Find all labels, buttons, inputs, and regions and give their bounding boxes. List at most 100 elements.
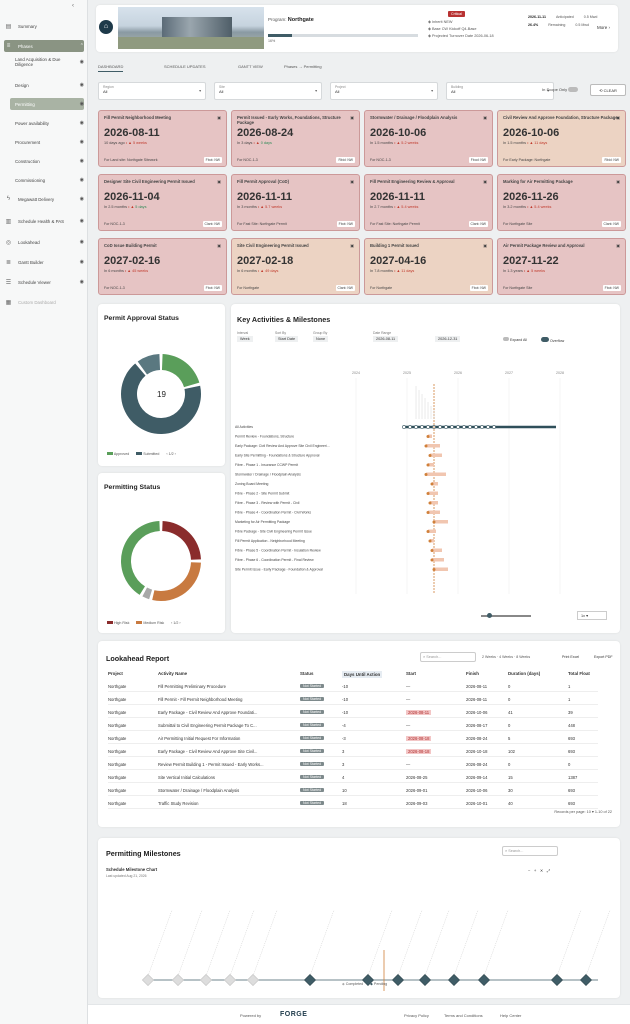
sidebar-item-label: Land Acquisition & Due Diligence: [15, 57, 61, 67]
collapse-sidebar-icon[interactable]: ‹: [72, 3, 74, 9]
table-row[interactable]: Northgate Early Package - Civil Review An…: [108, 707, 598, 718]
table-row[interactable]: Northgate Air Permitting Initial Request …: [108, 733, 598, 744]
tab-dashboard[interactable]: DASHBOARD: [98, 62, 124, 72]
table-row[interactable]: Northgate Submittal to Civil Engineering …: [108, 720, 598, 731]
control-sort-by[interactable]: Sort By Start Date: [275, 331, 299, 342]
sidebar-item-12[interactable]: ≣ Gantt Builder ◉: [4, 256, 84, 268]
sidebar-item-5[interactable]: Power availability ◉: [10, 117, 84, 129]
control-group-by[interactable]: Group By None: [313, 331, 329, 342]
filter-site[interactable]: Site All ▾: [214, 82, 322, 100]
eye-icon[interactable]: ◉: [79, 101, 84, 107]
eye-icon[interactable]: ◉: [79, 120, 84, 126]
sidebar-item-0[interactable]: ▤ Summary: [4, 20, 84, 32]
privacy-link[interactable]: Privacy Policy: [404, 1013, 429, 1018]
zoom-slider[interactable]: [481, 613, 531, 618]
export-pdf-button[interactable]: Export PDF: [594, 655, 613, 659]
sidebar-item-7[interactable]: Construction ◉: [10, 155, 84, 167]
chevron-down-icon: ▾: [199, 89, 201, 93]
table-cell: Not Started: [300, 775, 325, 779]
column-header-5[interactable]: Finish: [466, 671, 479, 676]
sidebar-item-8[interactable]: Commissioning ◉: [10, 174, 84, 186]
sidebar-item-3[interactable]: Design ◉: [10, 79, 84, 91]
table-cell: Air Permitting Initial Request For Infor…: [158, 736, 241, 741]
milestone-card[interactable]: Civil Review And Approve Foundation, Str…: [497, 110, 626, 167]
home-icon[interactable]: ⌂: [99, 20, 113, 34]
sidebar-item-13[interactable]: ☰ Schedule Viewer ◉: [4, 276, 84, 288]
eye-icon[interactable]: ◉: [79, 218, 84, 224]
milestone-card[interactable]: Stormwater / Drainage / Floodplain Analy…: [364, 110, 493, 167]
milestone-card[interactable]: Air Permit Package Review and Approval ▣ 2…: [497, 238, 626, 295]
expand-all-toggle[interactable]: Expand All: [503, 337, 527, 342]
milestone-card[interactable]: Fill Permit Engineering Review & Approva…: [364, 174, 493, 231]
table-row[interactable]: Northgate Traffic Study Revision Not Start…: [108, 798, 598, 809]
zoom-controls[interactable]: − + ✕ ⤢: [528, 868, 551, 873]
tab-schedule-updates[interactable]: SCHEDULE UPDATES: [164, 64, 206, 69]
column-header-3[interactable]: Days Until Action: [342, 671, 383, 678]
more-button[interactable]: More ›: [596, 25, 610, 30]
clear-button[interactable]: ⟲ CLEAR: [590, 84, 626, 96]
sidebar-item-14[interactable]: ▦ Custom Dashboard: [4, 296, 84, 308]
eye-icon[interactable]: ◉: [79, 279, 84, 285]
date-to[interactable]: 2026-12-31: [435, 336, 461, 342]
milestone-card[interactable]: CoD Issue Building Permit ▣ 2027-02-16 In 6…: [98, 238, 227, 295]
help-link[interactable]: Help Center: [500, 1013, 522, 1018]
milestone-card[interactable]: Fill Permit Approval (CoD) ▣ 2026-11-11 In …: [231, 174, 360, 231]
table-row[interactable]: Northgate Early Package - Civil Review An…: [108, 746, 598, 757]
eye-icon[interactable]: ◉: [79, 177, 84, 183]
eye-icon[interactable]: ◉: [79, 239, 84, 245]
legend-pending[interactable]: ◆ Pending: [370, 982, 388, 986]
eye-icon[interactable]: ◉: [79, 59, 84, 65]
milestone-card[interactable]: Permit Issued - Early Works, Foundations…: [231, 110, 360, 167]
eye-icon[interactable]: ◉: [79, 82, 84, 88]
sidebar-item-6[interactable]: Procurement ◉: [10, 136, 84, 148]
filter-project[interactable]: Project All ▾: [330, 82, 438, 100]
tab-gantt-view[interactable]: GANTT VIEW: [238, 64, 263, 69]
milestone-card[interactable]: Building 1 Permit Issued ▣ 2027-04-16 In 7.…: [364, 238, 493, 295]
in-scope-toggle[interactable]: In Scope Only: [542, 87, 579, 93]
sidebar-item-2[interactable]: Land Acquisition & Due Diligence ◉: [10, 56, 84, 68]
column-header-4[interactable]: Start: [406, 671, 417, 676]
zoom-select[interactable]: 1x ▾: [577, 611, 607, 620]
lookahead-range-chips[interactable]: 2 Weeks · 4 Weeks · 8 Weeks: [482, 655, 531, 659]
control-date-range[interactable]: Date Range 2026-08-11: [373, 331, 399, 342]
eye-icon[interactable]: ◉: [79, 196, 84, 202]
sidebar-item-4[interactable]: Permitting ◉: [10, 98, 84, 110]
table-row[interactable]: Northgate Stormwater / Drainage / Floodpl…: [108, 785, 598, 796]
legend-completed[interactable]: ◆ Completed: [342, 982, 364, 986]
column-header-6[interactable]: Duration (days): [508, 671, 541, 676]
lookahead-search-input[interactable]: ⌕ Search...: [420, 652, 476, 662]
sidebar-item-11[interactable]: ◎ Lookahead ◉: [4, 236, 84, 248]
milestone-card[interactable]: Designer Site Civil Engineering Permit I…: [98, 174, 227, 231]
legend-submitted[interactable]: Submitted: [136, 452, 159, 456]
lookahead-pager[interactable]: Records per page: 10 ▾ 1-10 of 22: [554, 810, 612, 814]
eye-icon[interactable]: ◉: [79, 259, 84, 265]
sidebar-item-10[interactable]: ▥ Schedule Health & PAS ◉: [4, 215, 84, 227]
filter-region[interactable]: Region All ▾: [98, 82, 206, 100]
print-excel-button[interactable]: Print Excel: [562, 655, 580, 659]
milestone-card[interactable]: Site Civil Engineering Permit Issued ▣ 202…: [231, 238, 360, 295]
filter-building[interactable]: Building All ▾: [446, 82, 554, 100]
column-header-7[interactable]: Total Float: [568, 671, 590, 676]
legend-approved[interactable]: Approved: [107, 452, 129, 456]
control-interval[interactable]: Interval Week: [237, 331, 253, 342]
milestone-card[interactable]: Fill Permit Neighborhood Meeting ▣ 2026-08…: [98, 110, 227, 167]
eye-icon[interactable]: ◉: [79, 139, 84, 145]
warning-icon: • ▲: [124, 141, 133, 145]
legend-medium-risk[interactable]: Medium Risk: [136, 621, 164, 625]
eye-icon[interactable]: ◉: [79, 158, 84, 164]
table-row[interactable]: Northgate Fill Permit - Fill Permit Neigh…: [108, 694, 598, 705]
table-row[interactable]: Northgate Review Permit Building 1 - Perm…: [108, 759, 598, 770]
overflow-toggle[interactable]: Overflow: [541, 337, 564, 343]
column-header-1[interactable]: Activity Name: [158, 671, 188, 676]
chevron-up-icon[interactable]: ⌃: [79, 43, 84, 49]
table-row[interactable]: Northgate Fill Permitting Preliminary Pro…: [108, 681, 598, 692]
milestone-card[interactable]: Marking for Air Permitting Package ▣ 2026-…: [497, 174, 626, 231]
sidebar-item-9[interactable]: ϟ Megawatt Delivery ◉: [4, 193, 84, 205]
terms-link[interactable]: Terms and Conditions: [444, 1013, 483, 1018]
column-header-2[interactable]: Status: [300, 671, 314, 676]
column-header-0[interactable]: Project: [108, 671, 123, 676]
milestones-search-input[interactable]: ⌕ Search...: [502, 846, 558, 856]
table-row[interactable]: Northgate Site Vertical Initial Calculati…: [108, 772, 598, 783]
legend-high-risk[interactable]: High Risk: [107, 621, 129, 625]
sidebar-item-1[interactable]: ≡ Phases ⌃: [4, 40, 84, 52]
